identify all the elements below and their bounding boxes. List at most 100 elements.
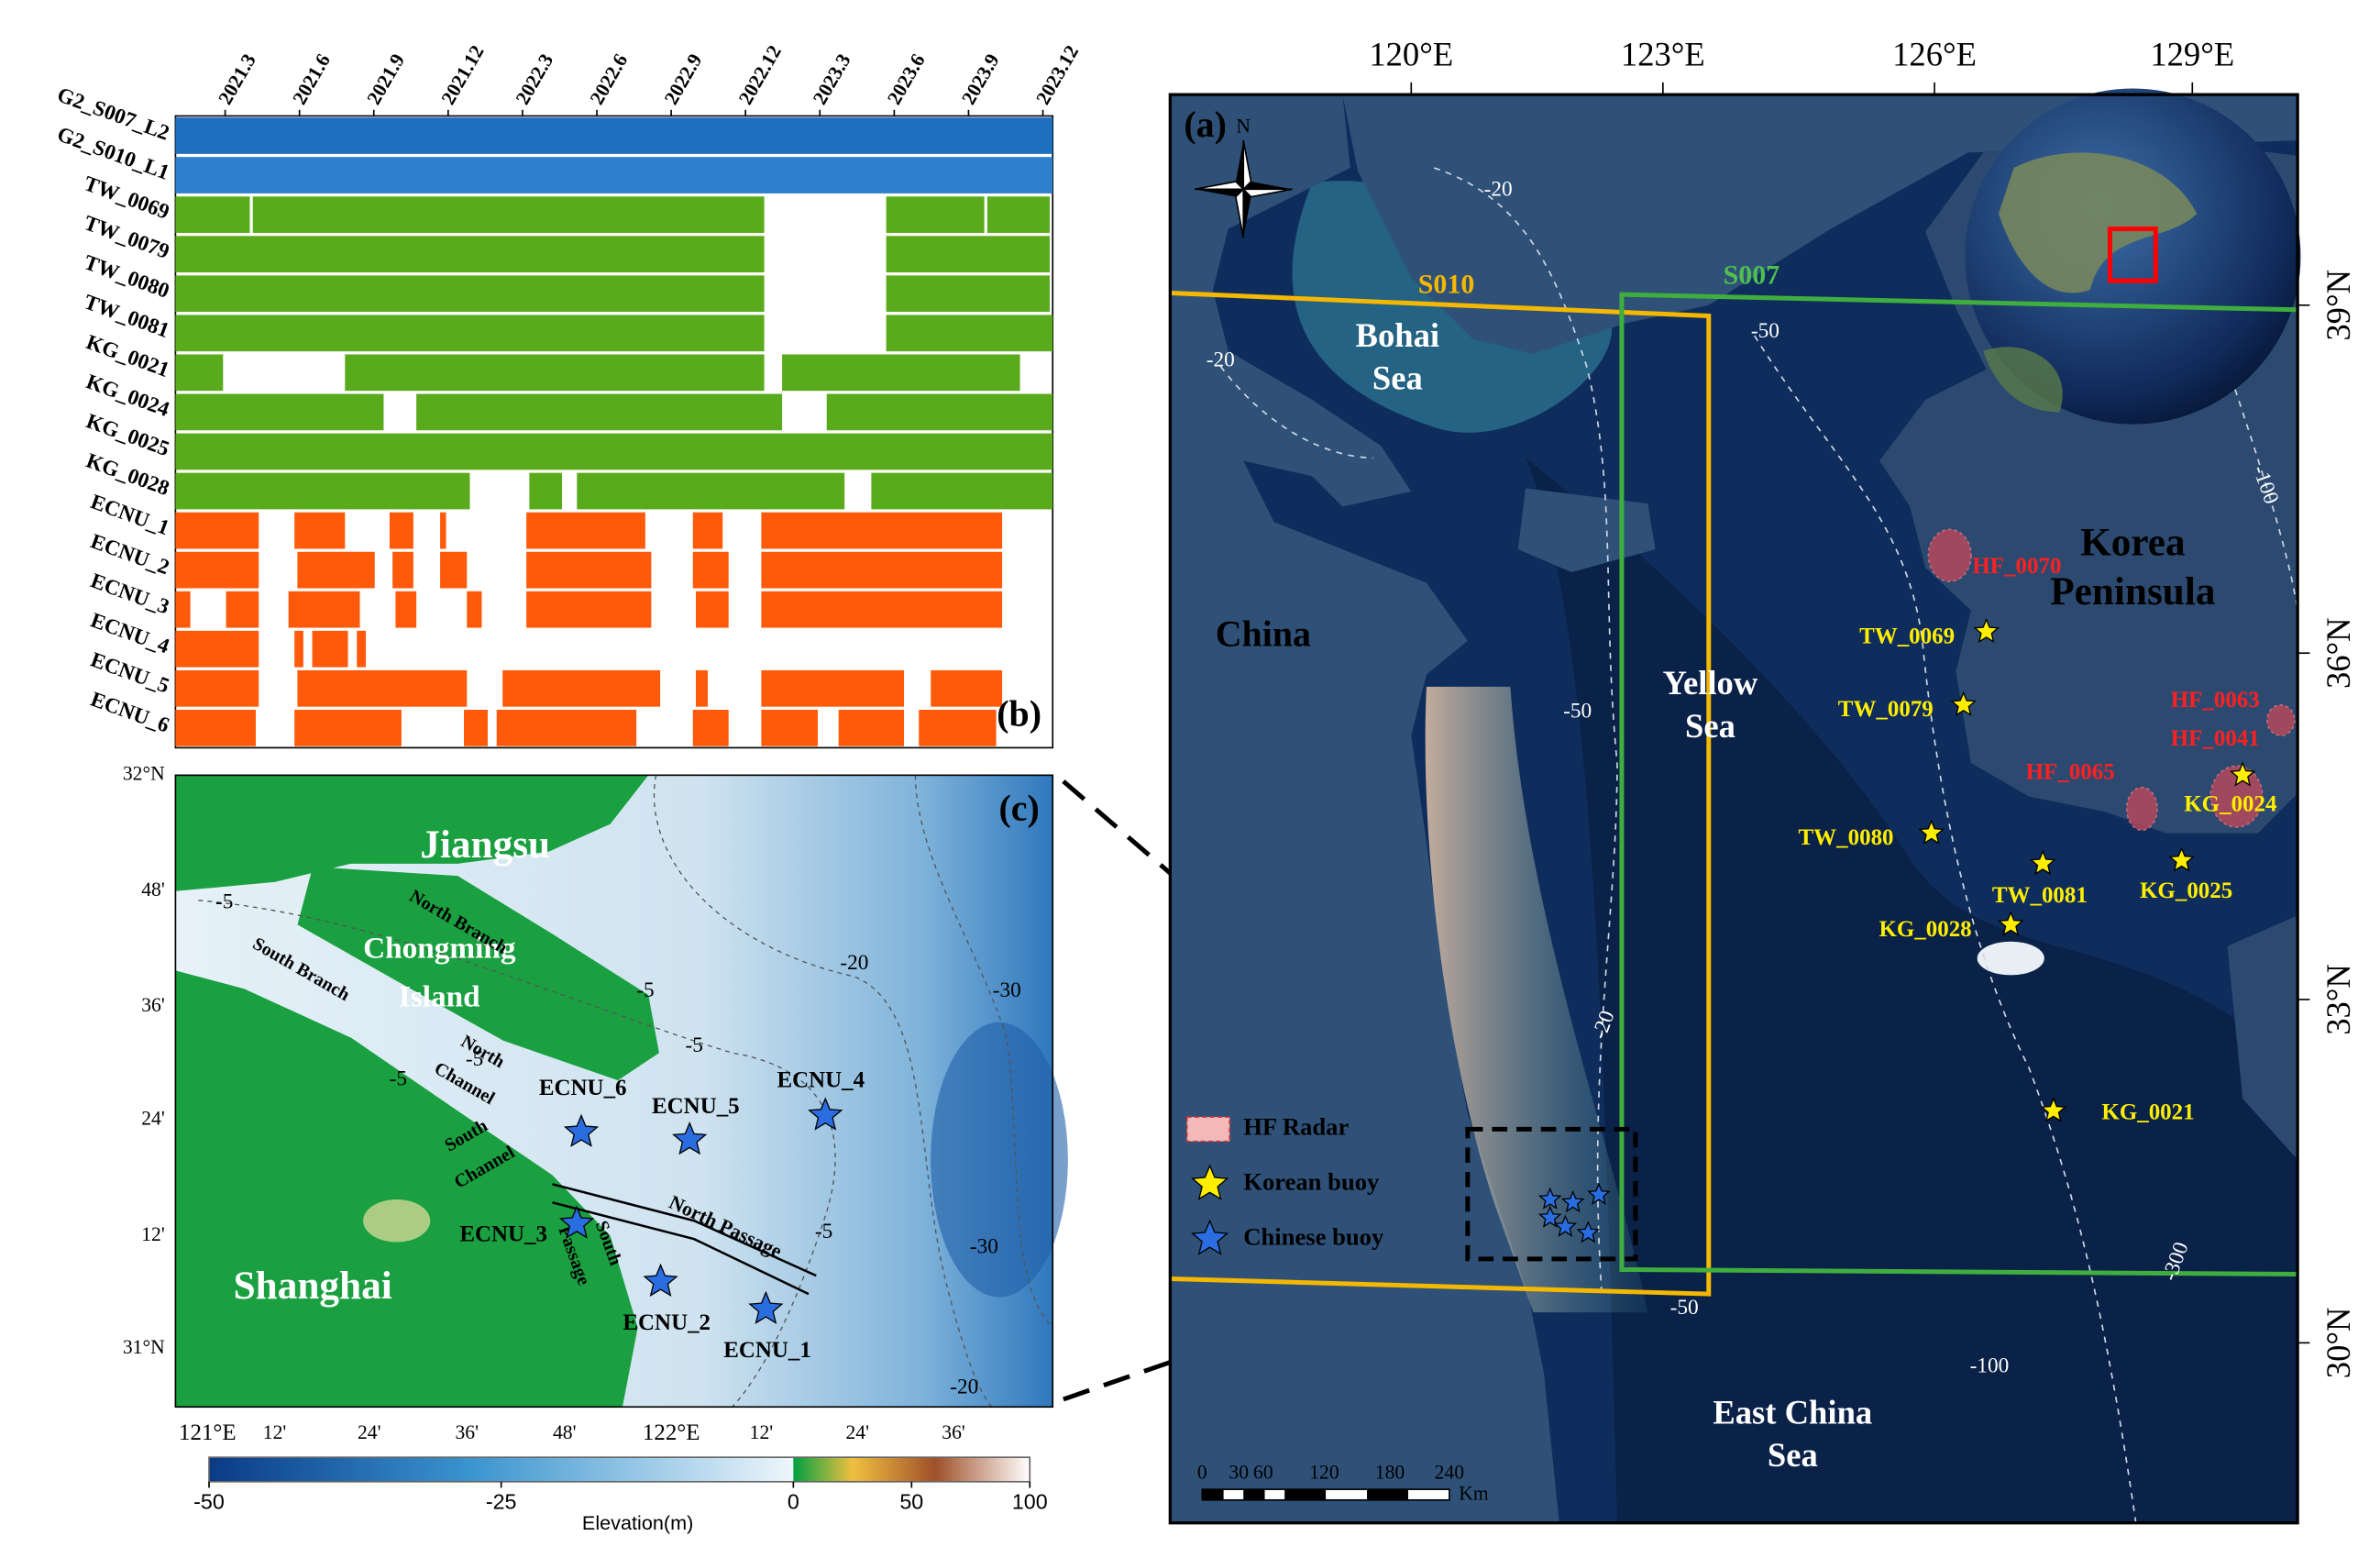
legend-swatch	[1185, 1116, 1231, 1143]
buoy-marker	[672, 1122, 708, 1155]
regional-map	[1168, 88, 2301, 1525]
availability-bar	[761, 551, 1003, 589]
map-frame	[174, 774, 1054, 1409]
x-tick-label: 2022.9	[660, 50, 707, 108]
lon-tick-label: 12'	[750, 1421, 774, 1443]
legend-label: HF Radar	[1243, 1113, 1349, 1141]
radar-label: HF_0070	[1972, 554, 2061, 579]
availability-bar	[886, 236, 1050, 273]
contour-label: -5	[636, 978, 654, 1002]
x-tick-label: 2023.6	[883, 50, 930, 108]
buoy-marker	[808, 1097, 843, 1131]
lon-tick-label: 36'	[942, 1421, 965, 1443]
availability-bar	[782, 354, 1020, 392]
colorbar-tick-label: 100	[1012, 1489, 1048, 1513]
colorbar-frame	[208, 1456, 1031, 1483]
buoy-label: KG_0025	[2140, 878, 2232, 903]
scale-label: 0	[1197, 1461, 1207, 1483]
availability-bar	[392, 551, 413, 589]
place-label: Sea	[1685, 707, 1735, 745]
lon-tick-label: 24'	[358, 1421, 381, 1443]
availability-bar	[838, 709, 905, 746]
contour-label: -5	[390, 1066, 407, 1090]
scale-unit: Km	[1459, 1483, 1489, 1505]
contour-label: -100	[1970, 1354, 2010, 1377]
buoy-marker	[1950, 691, 1977, 717]
availability-bar	[886, 196, 985, 233]
urban	[363, 1199, 431, 1243]
place-label: East China	[1713, 1394, 1872, 1431]
colorbar-tick-label: -50	[193, 1489, 225, 1513]
place-label: Island	[399, 980, 480, 1014]
availability-bar	[696, 669, 708, 707]
buoy-label: ECNU_3	[459, 1222, 547, 1247]
availability-bar	[175, 512, 259, 549]
availability-bar	[886, 275, 1050, 313]
place-label: Chongming	[363, 931, 516, 965]
contours	[198, 775, 1053, 1408]
availability-bar	[252, 196, 765, 233]
availability-bar	[175, 591, 191, 628]
place-label: S007	[1724, 260, 1780, 291]
buoy-label: ECNU_5	[652, 1094, 740, 1119]
buoy-marker	[1537, 1205, 1562, 1228]
scale-label: 30	[1229, 1461, 1249, 1483]
contour-label: -30	[970, 1235, 998, 1259]
availability-bar	[297, 551, 375, 589]
place-label: Korea	[2080, 521, 2186, 565]
place-label: Peninsula	[2050, 569, 2215, 613]
lon-tick-label: 129°E	[2150, 36, 2234, 73]
x-tick-label: 2023.9	[957, 50, 1004, 108]
availability-bar	[175, 472, 470, 510]
colorbar-positive	[793, 1457, 1030, 1482]
buoy-label: ECNU_2	[623, 1310, 711, 1335]
turbid-water	[1425, 686, 1648, 1313]
availability-bar	[577, 472, 845, 510]
contour	[914, 775, 1053, 1329]
contour-label: -20	[1207, 348, 1235, 372]
availability-bar	[692, 709, 729, 746]
availability-bar	[294, 630, 303, 668]
x-tick-label: 2021.3	[214, 50, 260, 108]
x-tick-label: 2022.12	[734, 41, 786, 108]
jetties	[552, 1183, 817, 1296]
x-tick-label: 2023.3	[809, 50, 855, 108]
buoy-label: TW_0081	[1992, 883, 2088, 908]
north-label: N	[1236, 116, 1251, 138]
scale-label: 180	[1375, 1461, 1405, 1483]
availability-bar	[692, 512, 723, 549]
s007-footprint	[1619, 292, 2298, 1276]
legend-label: Korean buoy	[1243, 1167, 1380, 1195]
availability-bar	[761, 591, 1003, 628]
availability-bar	[175, 630, 259, 668]
availability-bar	[464, 709, 488, 746]
colorbar-title: Elevation(m)	[582, 1511, 693, 1534]
place-label: Sea	[1372, 359, 1423, 396]
availability-bar	[919, 709, 997, 746]
availability-bar	[175, 393, 384, 431]
legend-label: Chinese buoy	[1243, 1222, 1384, 1250]
availability-bar	[175, 551, 259, 589]
deep-sea	[1526, 458, 2298, 1523]
arrow-rose	[1194, 140, 1293, 238]
availability-bar	[357, 630, 366, 668]
buoy-label: ECNU_6	[539, 1076, 627, 1100]
panel-label: (c)	[998, 787, 1039, 828]
contour	[2226, 366, 2298, 611]
buoy-marker	[2029, 849, 2056, 876]
hf-radar-coverage	[1927, 528, 1972, 582]
s010-footprint	[1170, 291, 1712, 1297]
hf-radar-coverage	[2265, 703, 2296, 736]
availability-bar	[175, 315, 765, 352]
availability-bar	[226, 591, 259, 628]
lon-tick-label: 122°E	[643, 1420, 700, 1445]
contours	[1219, 167, 2298, 1523]
study-area-box	[2107, 227, 2158, 283]
availability-bar	[502, 669, 661, 707]
deep-water	[931, 1022, 1068, 1298]
scale-segment	[1367, 1489, 1408, 1500]
lat-tick-label: 39°N	[2319, 270, 2357, 341]
buoy-marker	[2229, 761, 2256, 787]
x-tick-label: 2021.9	[363, 50, 410, 108]
